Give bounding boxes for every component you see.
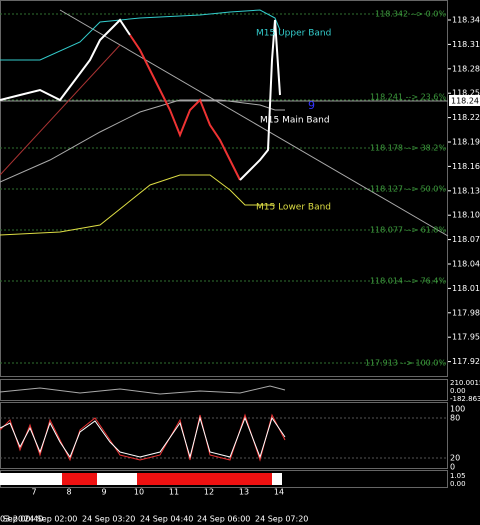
price-label: 118.310 [452,40,480,49]
hour-label: 7 [31,488,36,497]
hour-label: 11 [169,488,179,497]
time-label: 24 Sep 07:20 [255,515,308,524]
price-label: 118.160 [452,162,480,171]
band-label: M15 Lower Band [256,203,331,213]
strip [97,473,137,485]
price-box [449,95,480,106]
hour-label: 14 [274,488,284,497]
price-label: 118.040 [452,260,480,269]
band-label: M15 Main Band [260,116,330,126]
price-label: 118.348 [452,16,480,25]
time-label: 03:20 [0,515,23,524]
price-label: 118.220 [452,113,480,122]
fib-label: 118.241 --> 23.6% [370,93,446,102]
time-label: 24 Sep 04:40 [140,515,193,524]
band-label: M15 Upper Band [256,29,331,39]
bars-label: 0.00 [450,480,466,488]
strip [62,473,97,485]
time-label: 24 Sep 00:40 [0,515,43,524]
stoch-label: 0 [450,463,455,472]
price [129,34,241,181]
trend-line [59,9,449,237]
strip [137,473,272,485]
fib-label: 118.014 --> 76.4% [370,277,446,286]
price-label: 118.280 [452,64,480,73]
time-label: 24 Sep 02:00 [24,515,77,524]
stoch-label: 20 [450,454,460,463]
fib-label: 118.178 --> 38.2% [370,144,446,153]
stoch-label: 80 [450,414,460,423]
lower-band [0,174,275,236]
frames [0,0,448,488]
price-label: 118.070 [452,235,480,244]
cci [0,385,286,395]
fib-label: 118.077 --> 61.8% [370,226,446,235]
hour-label: 12 [204,488,214,497]
fib-label: 118.127 --> 50.0% [370,185,446,194]
price-label: 117.920 [452,357,480,366]
price-label: 118.190 [452,138,480,147]
hour-label: 13 [239,488,249,497]
cci-label: -182.8634 [450,395,480,403]
price [239,19,281,181]
current-price: 118.241 [451,97,480,106]
fib-label: 117.913 --> 100.0% [365,359,447,368]
price-label: 117.950 [452,333,480,342]
price-label: 118.010 [452,284,480,293]
price-label: 118.250 [452,89,480,98]
main-band [0,99,285,183]
price-label: 117.980 [452,308,480,317]
time-label: 24 Sep 06:00 [197,515,250,524]
stoch-signal [0,416,286,459]
cci-label: 0.00 [450,387,466,395]
stoch [0,413,286,462]
cci-label: 210.0015 [450,379,480,387]
time-label: 24 Sep 03:20 [82,515,135,524]
upper-band [0,9,281,61]
stoch-label: 100 [450,405,465,414]
price-label: 118.130 [452,186,480,195]
hour-label: 10 [134,488,144,497]
strip [272,473,282,485]
bars-label: 1.05 [450,472,466,480]
price-label: 118.100 [452,211,480,220]
hour-label: 8 [66,488,71,497]
price [0,18,131,102]
trend-line [0,44,121,176]
fib-label: 118.342 --> 0.0% [375,10,446,19]
strip [0,473,62,485]
marker: 9 [308,99,315,112]
hour-label: 9 [101,488,106,497]
